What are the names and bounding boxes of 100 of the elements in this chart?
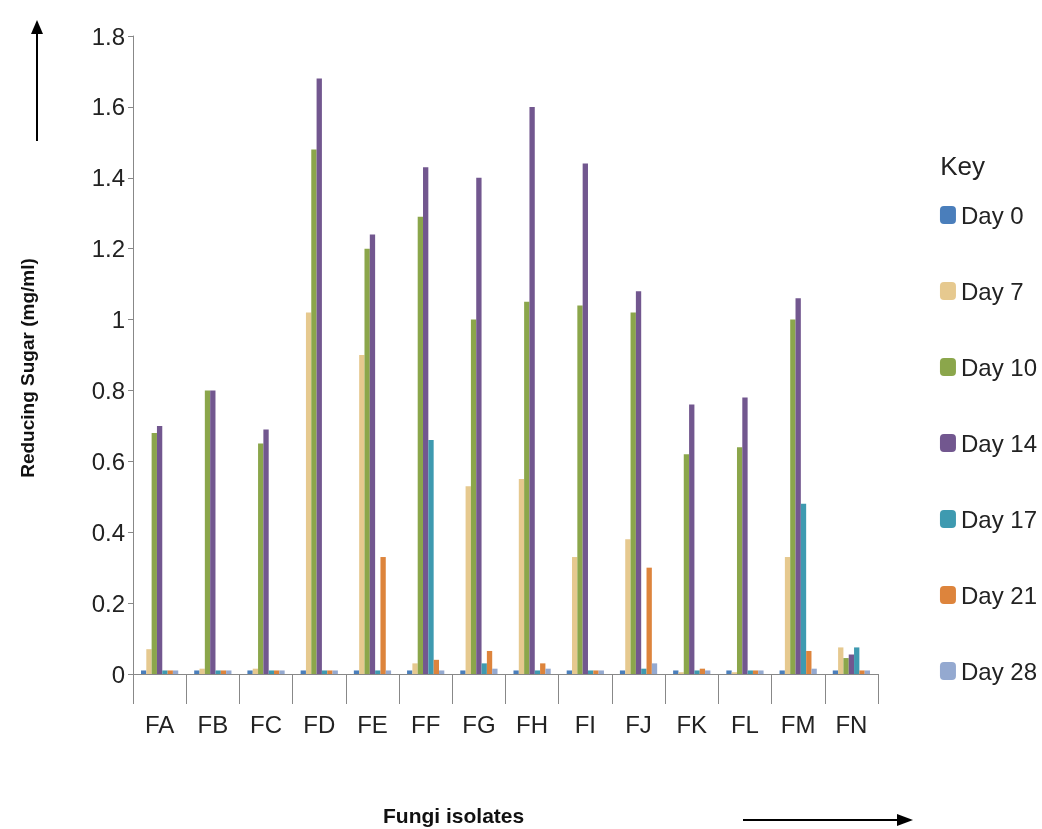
bar bbox=[630, 312, 636, 674]
x-tick-label: FI bbox=[574, 710, 596, 738]
x-tick-label: FD bbox=[303, 710, 336, 738]
bar bbox=[279, 670, 285, 674]
bar bbox=[492, 668, 498, 674]
x-axis-title: Fungi isolates bbox=[383, 804, 525, 828]
y-tick-label: 0.8 bbox=[91, 376, 125, 404]
bar bbox=[800, 503, 807, 674]
legend-label: Day 10 bbox=[960, 353, 1037, 381]
bar bbox=[848, 654, 855, 674]
x-tick-label: FH bbox=[516, 710, 549, 738]
bar bbox=[385, 670, 392, 674]
bar bbox=[625, 539, 631, 674]
bar bbox=[380, 557, 386, 674]
bar bbox=[806, 650, 812, 674]
bar bbox=[332, 670, 338, 674]
x-tick-label: FJ bbox=[625, 710, 652, 738]
bar bbox=[854, 647, 860, 674]
bar bbox=[417, 216, 424, 674]
bar bbox=[369, 234, 376, 674]
y-axis-title: Reducing Sugar (mg/ml) bbox=[17, 258, 39, 478]
bar bbox=[258, 443, 264, 674]
y-tick-label: 1.6 bbox=[91, 93, 125, 121]
bar bbox=[140, 670, 147, 674]
bar bbox=[460, 670, 466, 674]
bar bbox=[300, 670, 306, 674]
bar bbox=[843, 658, 849, 674]
bar bbox=[747, 670, 753, 674]
bar bbox=[486, 650, 493, 674]
legend-label: Day 21 bbox=[960, 581, 1037, 609]
bar bbox=[598, 670, 604, 674]
x-tick-label: FF bbox=[411, 710, 441, 738]
bar bbox=[651, 663, 658, 674]
bar bbox=[364, 248, 370, 674]
bar bbox=[353, 670, 360, 674]
bar bbox=[838, 647, 844, 674]
bar bbox=[428, 440, 434, 674]
bar bbox=[316, 78, 322, 674]
x-tick-label: FC bbox=[250, 710, 283, 738]
legend-label: Day 28 bbox=[960, 657, 1037, 685]
bar bbox=[167, 670, 173, 674]
bar bbox=[811, 668, 817, 674]
bar bbox=[194, 670, 200, 674]
bar bbox=[146, 649, 152, 674]
bar bbox=[540, 663, 546, 674]
bar bbox=[646, 567, 652, 674]
bar bbox=[156, 425, 163, 674]
y-tick-label: 0.4 bbox=[91, 518, 125, 546]
bar bbox=[832, 670, 839, 674]
bar bbox=[433, 659, 439, 674]
bar bbox=[423, 167, 429, 674]
bar bbox=[779, 670, 785, 674]
bar bbox=[359, 355, 365, 674]
bar bbox=[311, 149, 317, 674]
legend-label: Day 7 bbox=[960, 277, 1024, 305]
x-tick-label: FG bbox=[462, 710, 496, 738]
bar bbox=[476, 177, 482, 674]
bar bbox=[247, 670, 253, 674]
y-tick-label: 1.4 bbox=[91, 164, 125, 192]
bar bbox=[582, 163, 588, 674]
bar bbox=[215, 670, 221, 674]
bar bbox=[534, 670, 541, 674]
bar bbox=[263, 429, 269, 674]
bar bbox=[635, 291, 642, 674]
bar bbox=[784, 557, 791, 674]
bar bbox=[529, 106, 535, 674]
bar bbox=[790, 319, 796, 674]
x-tick-label: FN bbox=[835, 710, 868, 738]
bar bbox=[641, 668, 647, 674]
x-tick-label: FB bbox=[197, 710, 229, 738]
bar bbox=[593, 670, 599, 674]
x-tick-label: FK bbox=[676, 710, 708, 738]
bar bbox=[577, 305, 583, 674]
legend-title: Key bbox=[940, 151, 986, 181]
legend-label: Day 0 bbox=[960, 201, 1024, 229]
bar bbox=[795, 298, 801, 674]
bar bbox=[305, 312, 312, 674]
bar bbox=[689, 404, 695, 674]
bar bbox=[162, 670, 168, 674]
bar bbox=[752, 670, 759, 674]
y-tick-label: 1.8 bbox=[91, 22, 125, 50]
x-tick-label: FL bbox=[730, 710, 759, 738]
bar bbox=[481, 663, 487, 674]
bar bbox=[407, 670, 413, 674]
bar bbox=[470, 319, 477, 674]
bar bbox=[513, 670, 519, 674]
bar bbox=[859, 670, 865, 674]
bar bbox=[864, 670, 871, 674]
bar bbox=[268, 670, 275, 674]
bar bbox=[705, 670, 711, 674]
y-tick-label: 0 bbox=[111, 660, 125, 688]
bar bbox=[524, 301, 530, 674]
x-tick-label: FA bbox=[144, 710, 175, 738]
legend-label: Day 17 bbox=[960, 505, 1037, 533]
y-tick-label: 0.6 bbox=[91, 447, 125, 475]
bar bbox=[274, 670, 280, 674]
bar bbox=[518, 479, 525, 674]
bar bbox=[375, 670, 381, 674]
bar bbox=[412, 663, 418, 674]
bar bbox=[321, 670, 328, 674]
